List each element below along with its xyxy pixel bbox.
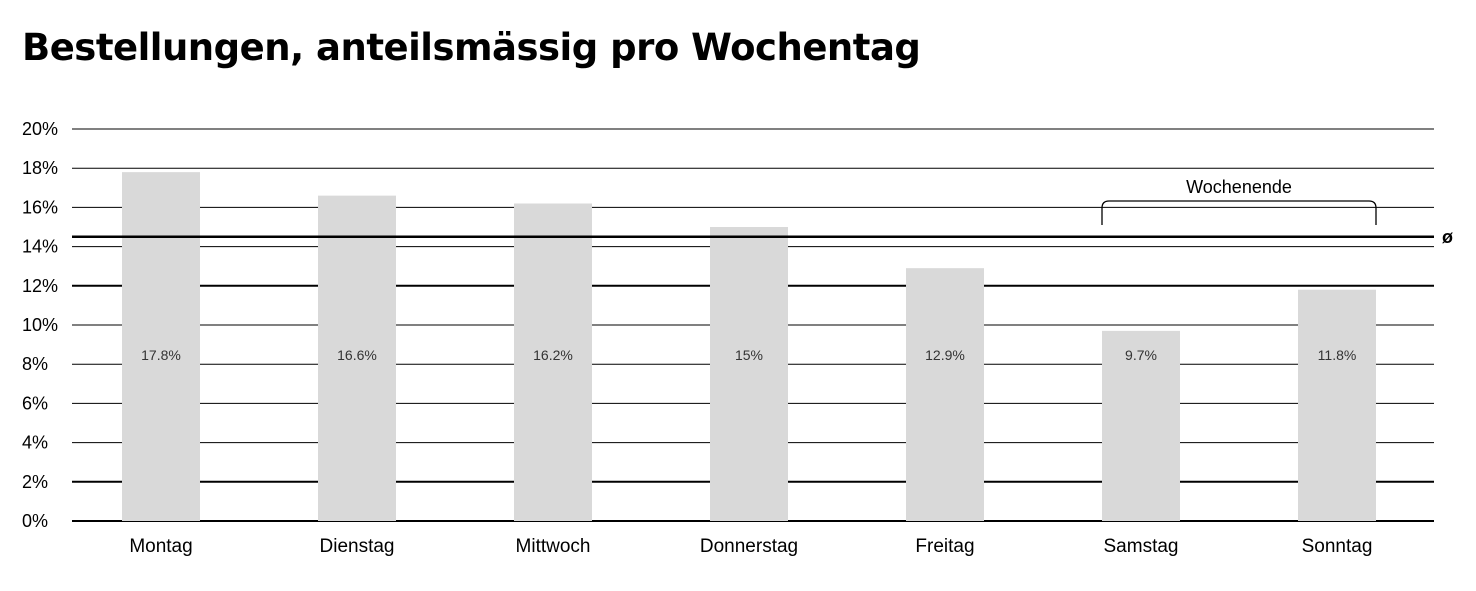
data-label: 11.8% [1318,347,1357,363]
average-label: ø [1442,227,1453,247]
data-labels: 17.8% 16.6% 16.2% 15% 12.9% 9.7% 11.8% [141,347,1356,363]
weekend-bracket [1101,200,1377,225]
y-axis-tick-labels: 0% 2% 4% 6% 8% 10% 12% 14% 16% 18% 20% [22,119,58,531]
x-axis-category-labels: Montag Dienstag Mittwoch Donnerstag Freitag S… [129,536,1372,557]
chart-title: Bestellungen, anteilsmässig pro Wochenta… [22,26,921,69]
x-category-label: Samstag [1104,536,1179,557]
y-tick-label: 20% [22,119,58,139]
data-label: 16.2% [533,347,573,363]
bars [122,172,1376,522]
data-label: 9.7% [1125,347,1157,363]
data-label: 15% [735,347,763,363]
bar [1298,289,1376,521]
data-label: 16.6% [337,347,377,363]
bar [906,268,984,521]
weekend-label: Wochenende [1186,177,1292,197]
y-tick-label: 4% [22,433,48,453]
bar [122,172,200,521]
average-line-group: ø [72,227,1453,247]
y-tick-label: 16% [22,197,58,217]
y-tick-label: 8% [22,354,48,374]
x-category-label: Freitag [915,536,974,557]
y-tick-label: 0% [22,511,48,531]
y-tick-label: 10% [22,315,58,335]
data-label: 17.8% [141,347,181,363]
y-tick-label: 6% [22,393,48,413]
y-tick-label: 2% [22,472,48,492]
x-category-label: Montag [129,536,192,557]
bar [318,195,396,521]
x-category-label: Mittwoch [516,536,591,557]
x-category-label: Sonntag [1302,536,1373,557]
y-tick-label: 14% [22,237,58,257]
x-category-label: Donnerstag [700,536,798,557]
x-category-label: Dienstag [320,536,395,557]
weekend-bracket-group: Wochenende [1101,177,1377,225]
y-tick-label: 12% [22,276,58,296]
bar [710,227,788,521]
y-tick-label: 18% [22,158,58,178]
bar [514,203,592,522]
data-label: 12.9% [925,347,965,363]
bar [1102,330,1180,521]
